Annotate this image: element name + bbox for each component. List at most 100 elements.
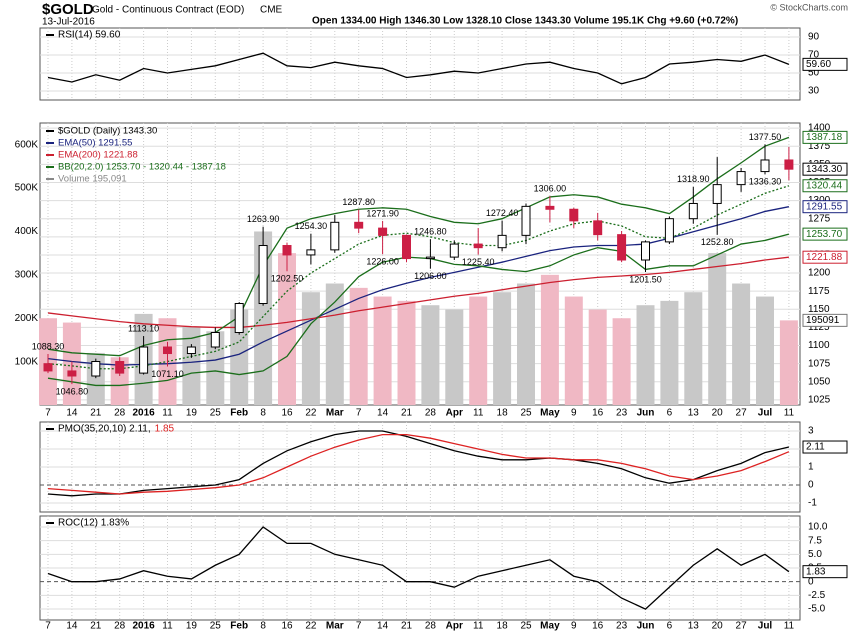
panel-legend: ROC(12) 1.83% — [58, 518, 129, 529]
candle-body — [378, 227, 388, 236]
series-line — [47, 256, 789, 329]
candle-body — [521, 205, 531, 236]
y-tick-label: 1 — [808, 462, 814, 473]
volume-bar — [708, 253, 727, 405]
value-marker-label: 59.60 — [806, 59, 831, 70]
candle-body — [234, 303, 244, 334]
legend-label: Volume 195,091 — [58, 174, 127, 185]
x-tick-label: 9 — [571, 408, 577, 419]
x-tick-label: 6 — [667, 408, 673, 419]
volume-bar — [540, 274, 559, 405]
legend-label: EMA(200) 1221.88 — [58, 150, 138, 161]
price-annotation: 1088.30 — [32, 341, 65, 351]
volume-bar — [588, 309, 607, 405]
x-tick-label: Apr — [446, 408, 463, 419]
x-tick-label: 21 — [90, 408, 102, 419]
value-marker-label: 1221.88 — [806, 252, 843, 263]
legend-swatch — [46, 166, 54, 168]
x-tick-label: 25 — [520, 408, 532, 419]
y-tick-label: 1150 — [808, 304, 830, 315]
x-tick-label: 25 — [520, 621, 532, 632]
candle-body — [91, 361, 101, 377]
symbol: $GOLD — [42, 1, 94, 18]
x-tick-label: 27 — [736, 408, 748, 419]
volume-bar — [301, 292, 320, 405]
volume-bar — [278, 253, 296, 405]
x-tick-label: 28 — [425, 408, 437, 419]
price-annotation: 1318.90 — [677, 174, 710, 184]
price-annotation: 1226.00 — [366, 257, 399, 267]
candle-body — [497, 234, 507, 249]
price-annotation: 1246.80 — [414, 227, 447, 237]
series-line — [47, 526, 790, 610]
y-tick-label: 90 — [808, 32, 820, 43]
volume-bar — [469, 296, 488, 405]
x-tick-label: 14 — [377, 408, 389, 419]
candle-body — [163, 346, 172, 355]
value-marker — [802, 200, 848, 214]
y-tick-label: 1075 — [808, 358, 831, 369]
y-tick-label: -5.0 — [808, 604, 826, 615]
instrument-name: Gold - Continuous Contract (EOD) — [92, 5, 244, 16]
series-line — [47, 433, 790, 495]
x-tick-label: 16 — [281, 408, 293, 419]
y-tick-label: 1200 — [808, 268, 831, 279]
y-tick-label: 1125 — [808, 322, 830, 333]
x-tick-label: 11 — [162, 621, 173, 632]
legend-swatch — [46, 154, 54, 156]
volume-bar — [612, 318, 631, 405]
volume-tick-label: 100K — [15, 356, 39, 367]
x-tick-label: Feb — [230, 408, 248, 419]
x-tick-label: 8 — [260, 408, 266, 419]
price-annotation: 1252.80 — [701, 237, 734, 247]
legend-swatch — [46, 522, 54, 524]
volume-bar — [636, 305, 655, 405]
x-tick-label: 25 — [210, 621, 222, 632]
x-tick-label: 23 — [616, 621, 628, 632]
legend-swatch — [46, 130, 54, 132]
series-line — [47, 52, 790, 85]
legend-label: $GOLD (Daily) 1343.30 — [58, 126, 157, 137]
volume-marker-label: 195091 — [806, 315, 840, 326]
x-tick-label: Mar — [326, 408, 344, 419]
candle-body — [67, 370, 77, 377]
volume-bar — [684, 292, 703, 405]
x-tick-label: 22 — [305, 408, 317, 419]
candle-body — [617, 234, 627, 261]
y-tick-label: 1400 — [808, 123, 831, 134]
x-tick-label: Jul — [758, 408, 773, 419]
volume-bar — [493, 292, 512, 405]
legend-label: BB(20,2.0) 1253.70 - 1320.44 - 1387.18 — [58, 162, 226, 173]
candle-body — [593, 220, 603, 236]
volume-bar — [756, 296, 774, 405]
x-tick-label: 27 — [736, 621, 748, 632]
price-annotation: 1113.10 — [128, 323, 159, 333]
x-tick-label: 11 — [473, 408, 484, 419]
x-tick-label: 13 — [688, 621, 700, 632]
candle-body — [664, 218, 674, 243]
x-tick-label: Jun — [637, 621, 655, 632]
x-tick-label: 8 — [260, 621, 266, 632]
price-annotation: 1046.80 — [56, 386, 89, 396]
y-tick-label: 0 — [808, 576, 814, 587]
x-tick-label: 16 — [281, 621, 293, 632]
y-tick-label: 0 — [808, 480, 814, 491]
volume-bar — [421, 305, 440, 405]
value-marker — [802, 565, 848, 579]
y-tick-label: 50 — [808, 68, 820, 79]
value-marker — [802, 250, 848, 264]
x-tick-label: 20 — [712, 408, 724, 419]
candle-body — [306, 249, 316, 256]
volume-tick-label: 400K — [15, 226, 39, 237]
x-tick-label: Jul — [758, 621, 773, 632]
y-tick-label: 3 — [808, 426, 814, 437]
price-annotation: 1201.50 — [629, 274, 662, 284]
value-marker-label: 1.83 — [806, 566, 826, 577]
legend-label: EMA(50) 1291.55 — [58, 138, 132, 149]
price-annotation: 1287.80 — [342, 197, 375, 207]
volume-bar — [732, 283, 751, 405]
candle-body — [449, 243, 459, 258]
price-annotation: 1306.00 — [534, 184, 567, 194]
x-tick-label: Jun — [637, 408, 655, 419]
candle-body — [402, 234, 411, 260]
